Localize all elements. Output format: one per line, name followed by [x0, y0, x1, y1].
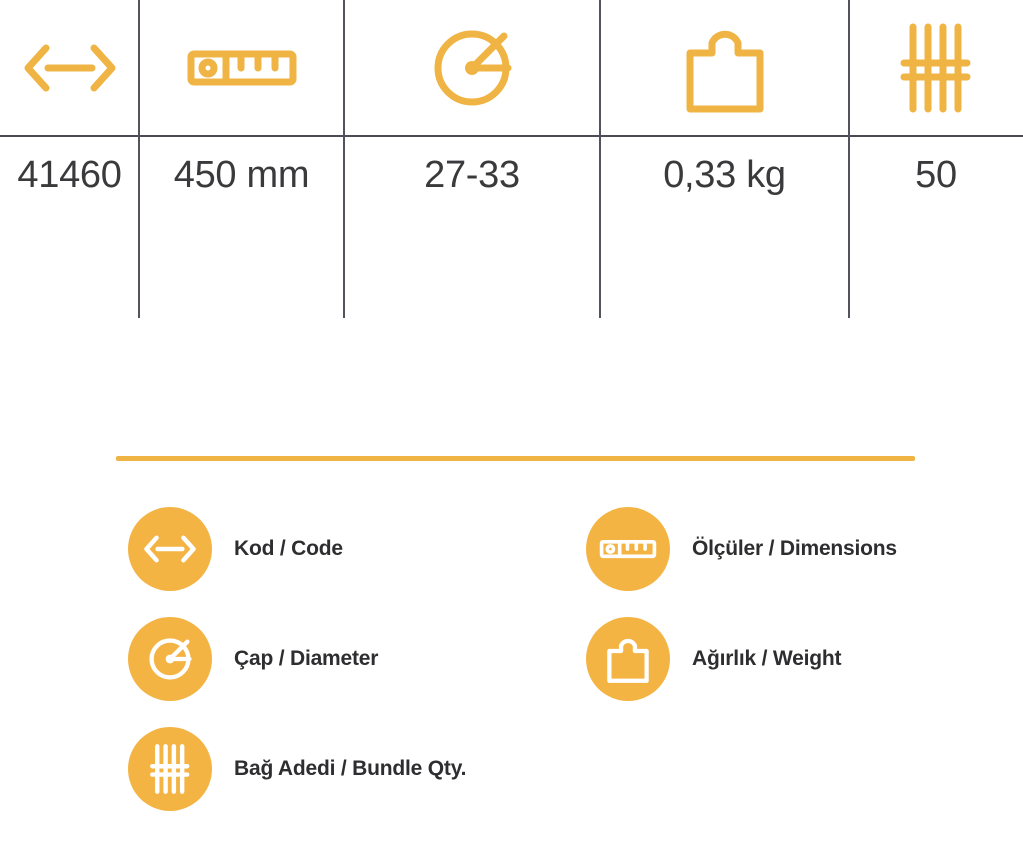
table-divider-1: [138, 0, 140, 318]
weight-box-icon: [605, 634, 651, 684]
table-divider-2: [343, 0, 345, 318]
table-horizontal-rule: [0, 135, 1023, 137]
spec-value-weight: 0,33 kg: [663, 153, 786, 196]
spec-value-bundle: 50: [915, 153, 957, 196]
table-divider-3: [599, 0, 601, 318]
spec-header-cell-weight: [600, 0, 849, 135]
ruler-icon: [599, 535, 657, 563]
diameter-icon: [144, 633, 196, 685]
legend-item-weight: Ağırlık / Weight: [586, 615, 897, 703]
spec-header-cell-code: [0, 0, 139, 135]
legend-item-diameter: Çap / Diameter: [128, 615, 466, 703]
ruler-icon: [186, 42, 298, 94]
legend-badge-dimensions: [586, 507, 670, 591]
spec-table-header-row: [0, 0, 1023, 135]
legend-item-bundle: Bağ Adedi / Bundle Qty.: [128, 725, 466, 813]
spec-value-cell-code: 41460: [0, 135, 139, 215]
spec-header-cell-dimensions: [139, 0, 344, 135]
legend-item-dimensions: Ölçüler / Dimensions: [586, 505, 897, 593]
diameter-icon: [424, 20, 520, 116]
spec-value-cell-dimensions: 450 mm: [139, 135, 344, 215]
spec-table: 41460 450 mm 27-33 0,33 kg 50: [0, 0, 1023, 320]
legend-badge-bundle: [128, 727, 212, 811]
double-arrow-icon: [20, 36, 120, 100]
legend-badge-weight: [586, 617, 670, 701]
legend-column-right: Ölçüler / Dimensions Ağırlık / Weight: [586, 505, 897, 703]
weight-box-icon: [682, 21, 768, 115]
bundle-bars-icon: [150, 743, 190, 795]
spec-value-dimensions: 450 mm: [173, 153, 310, 196]
bundle-bars-icon: [900, 21, 972, 115]
spec-value-cell-bundle: 50: [849, 135, 1023, 215]
legend-column-left: Kod / Code Çap / Diameter: [128, 505, 466, 813]
legend-item-code: Kod / Code: [128, 505, 466, 593]
spec-value-diameter: 27-33: [424, 153, 520, 196]
legend-label-bundle: Bağ Adedi / Bundle Qty.: [234, 757, 467, 780]
legend-label-code: Kod / Code: [234, 537, 343, 560]
table-divider-4: [848, 0, 850, 318]
legend-badge-diameter: [128, 617, 212, 701]
legend-label-diameter: Çap / Diameter: [234, 647, 379, 670]
section-divider: [116, 456, 915, 461]
spec-value-cell-diameter: 27-33: [344, 135, 600, 215]
double-arrow-icon: [142, 531, 198, 567]
spec-value-code: 41460: [17, 153, 122, 196]
legend-label-dimensions: Ölçüler / Dimensions: [692, 537, 897, 560]
spec-table-value-row: 41460 450 mm 27-33 0,33 kg 50: [0, 135, 1023, 215]
legend-badge-code: [128, 507, 212, 591]
legend-label-weight: Ağırlık / Weight: [692, 647, 842, 670]
spec-header-cell-diameter: [344, 0, 600, 135]
spec-header-cell-bundle: [849, 0, 1023, 135]
spec-value-cell-weight: 0,33 kg: [600, 135, 849, 215]
